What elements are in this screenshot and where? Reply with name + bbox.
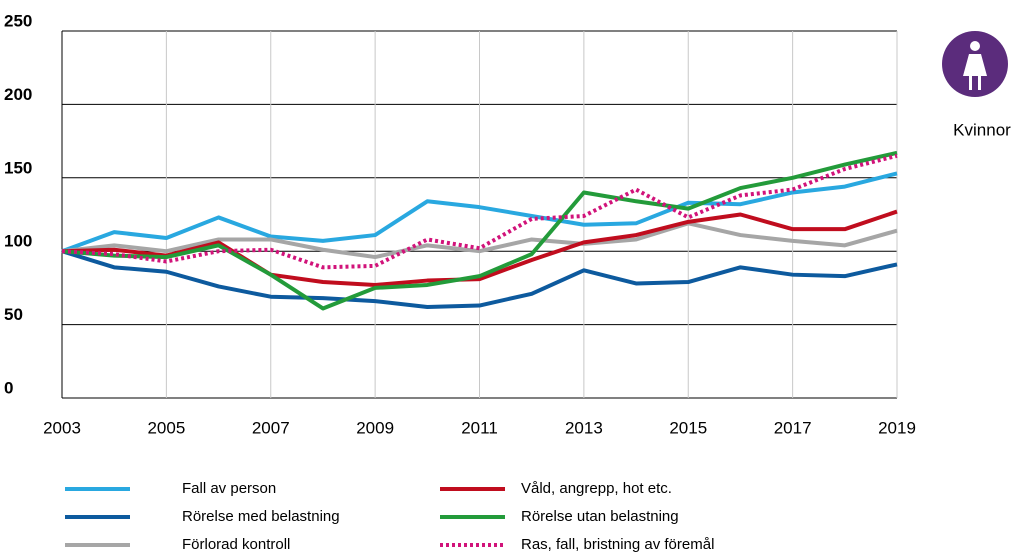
- y-tick-label: 150: [4, 158, 32, 177]
- x-tick-label: 2017: [774, 418, 812, 437]
- x-tick-label: 2005: [147, 418, 185, 437]
- y-tick-label: 200: [4, 85, 32, 104]
- y-tick-label: 250: [4, 11, 32, 30]
- y-tick-label: 100: [4, 232, 32, 251]
- series-line: [61, 249, 898, 309]
- series-line: [61, 153, 898, 270]
- x-tick-label: 2003: [43, 418, 81, 437]
- x-tick-label: 2015: [669, 418, 707, 437]
- legend-label: Rörelse med belastning: [182, 508, 340, 525]
- series-line: [61, 150, 898, 311]
- x-tick-label: 2009: [356, 418, 394, 437]
- legend-label: Förlorad kontroll: [182, 536, 290, 553]
- badge-label: Kvinnor: [953, 120, 1011, 139]
- x-tick-label: 2019: [878, 418, 916, 437]
- legend-label: Fall av person: [182, 480, 276, 497]
- legend-label: Rörelse utan belastning: [521, 508, 679, 525]
- legend-label: Våld, angrepp, hot etc.: [521, 480, 672, 497]
- series-line: [61, 171, 898, 254]
- y-tick-label: 50: [4, 305, 23, 324]
- legend-label: Ras, fall, bristning av föremål: [521, 536, 714, 553]
- x-tick-label: 2013: [565, 418, 603, 437]
- x-tick-label: 2011: [461, 418, 498, 437]
- y-tick-label: 0: [4, 378, 13, 397]
- badge-icon: [942, 31, 1008, 97]
- series-line: [61, 221, 898, 260]
- x-tick-label: 2007: [252, 418, 290, 437]
- series-line: [61, 209, 898, 287]
